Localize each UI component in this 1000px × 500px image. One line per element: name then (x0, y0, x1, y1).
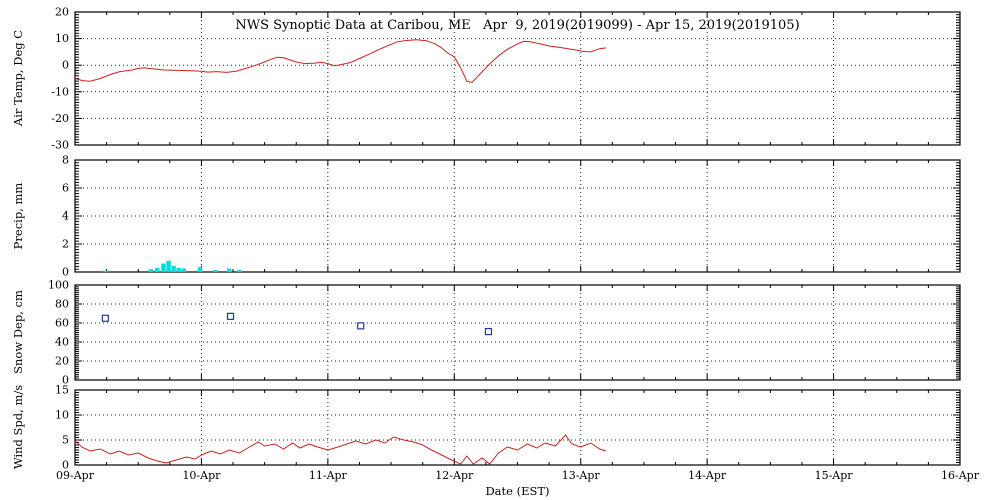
panel-frame (74, 284, 961, 381)
snow-depth-marker (484, 327, 493, 336)
precip-bar (237, 269, 242, 272)
y-tick-label: 20 (55, 6, 69, 19)
precip-bar (213, 269, 218, 272)
x-tick-label: 11-Apr (309, 469, 348, 482)
snow-depth-marker (226, 312, 235, 320)
precip-bar (161, 263, 166, 272)
y-tick-label: 20 (55, 355, 69, 368)
y-tick-label: 100 (48, 279, 69, 292)
y-tick-label: 10 (55, 409, 69, 422)
y-tick-label: -30 (51, 139, 69, 152)
y-tick-label: 6 (62, 182, 69, 195)
y-tick-label: 4 (62, 210, 69, 223)
panel-frame (74, 389, 961, 466)
precip-bar (103, 270, 108, 272)
y-tick-label: 8 (62, 154, 69, 167)
y-tick-label: 0 (62, 266, 69, 279)
x-tick-label: 10-Apr (182, 469, 221, 482)
x-tick-label: 13-Apr (562, 469, 601, 482)
x-tick-label: 14-Apr (688, 469, 727, 482)
y-tick-label: 0 (62, 59, 69, 72)
y-tick-label: 15 (55, 384, 69, 397)
precip-bar (154, 267, 160, 272)
panel-snow-depth: 0 20 40 60 80 100 (48, 279, 961, 387)
snow-depth-marker (101, 314, 109, 322)
x-tick-label: 15-Apr (815, 469, 854, 482)
y-tick-label: 2 (62, 238, 69, 251)
y-tick-label: 0 (62, 459, 69, 472)
precip-bar (148, 269, 154, 272)
chart-title: NWS Synoptic Data at Caribou, ME Apr 9, … (235, 18, 800, 33)
precip-bar (227, 268, 232, 272)
precip-bar (181, 268, 186, 272)
y-tick-label: -10 (51, 85, 69, 98)
x-tick-label: 16-Apr (941, 469, 980, 482)
snow-depth-marker (357, 322, 365, 330)
y-tick-label: 0 (62, 374, 69, 387)
panel-precip: 0 2 4 6 8 (62, 154, 961, 279)
y-tick-label: -20 (51, 112, 69, 125)
y-tick-label: 40 (55, 336, 69, 349)
wind-speed-series-line (74, 434, 607, 465)
y-tick-label: 60 (55, 317, 69, 330)
xlabel-date-est: Date (EST) (485, 484, 550, 498)
panel-frame (74, 159, 961, 273)
panel-wind-speed: 0 5 10 15 (55, 384, 961, 472)
ylabel-precip: Precip, mm (11, 182, 25, 250)
x-tick-label: 12-Apr (435, 469, 474, 482)
panel-air-temp: -30 -20 -10 0 10 20 (51, 6, 961, 152)
y-tick-label: 80 (55, 298, 69, 311)
ylabel-snow-depth: Snow Dep, cm (11, 290, 25, 374)
x-tick-label: 09-Apr (56, 469, 95, 482)
ylabel-wind-speed: Wind Spd, m/s (11, 384, 25, 470)
precip-bar (197, 267, 203, 272)
y-tick-label: 5 (62, 434, 69, 447)
ylabel-air-temp: Air Temp, Deg C (11, 29, 25, 127)
precip-bar (166, 260, 171, 272)
precip-bar (176, 267, 181, 272)
precip-bar (171, 265, 176, 272)
air-temp-series-line (74, 39, 607, 84)
y-tick-label: 10 (55, 32, 69, 45)
